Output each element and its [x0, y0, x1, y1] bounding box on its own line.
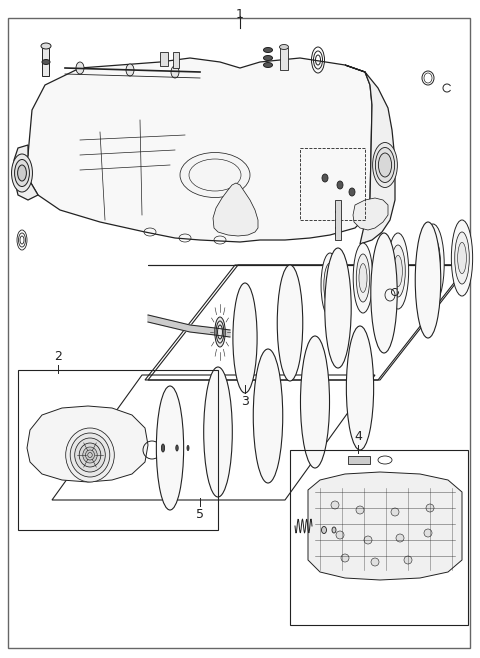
Ellipse shape [180, 153, 250, 197]
Ellipse shape [347, 326, 373, 450]
Polygon shape [308, 472, 462, 580]
Circle shape [341, 554, 349, 562]
Ellipse shape [253, 349, 283, 483]
Ellipse shape [14, 159, 29, 186]
Ellipse shape [375, 147, 395, 182]
Ellipse shape [324, 263, 336, 307]
Bar [300, 148, 365, 220]
Ellipse shape [88, 453, 92, 457]
Ellipse shape [387, 233, 408, 309]
Ellipse shape [233, 283, 257, 393]
Ellipse shape [161, 444, 165, 452]
Circle shape [356, 506, 364, 514]
Ellipse shape [394, 255, 402, 287]
Polygon shape [27, 406, 148, 482]
Ellipse shape [12, 154, 33, 192]
Ellipse shape [372, 143, 397, 188]
Ellipse shape [425, 237, 441, 291]
Text: 2: 2 [54, 350, 62, 363]
Ellipse shape [391, 245, 405, 297]
Ellipse shape [126, 64, 134, 76]
Ellipse shape [264, 47, 273, 53]
Bar [280, 48, 288, 70]
Ellipse shape [41, 43, 51, 49]
Ellipse shape [326, 272, 334, 298]
Ellipse shape [336, 218, 340, 222]
Text: 1: 1 [236, 8, 244, 21]
Ellipse shape [337, 181, 343, 189]
Ellipse shape [70, 433, 110, 477]
Ellipse shape [378, 153, 392, 177]
Ellipse shape [349, 188, 355, 196]
Ellipse shape [371, 233, 397, 353]
Ellipse shape [85, 450, 95, 460]
Circle shape [404, 556, 412, 564]
Ellipse shape [429, 248, 438, 280]
Ellipse shape [277, 265, 303, 381]
Ellipse shape [215, 317, 225, 347]
Ellipse shape [336, 226, 340, 230]
Ellipse shape [356, 254, 370, 302]
Text: 4: 4 [354, 430, 362, 443]
Ellipse shape [300, 336, 329, 468]
Ellipse shape [156, 386, 184, 510]
Circle shape [424, 529, 432, 537]
Ellipse shape [457, 242, 467, 274]
Ellipse shape [415, 222, 441, 338]
Circle shape [371, 558, 379, 566]
Ellipse shape [455, 232, 469, 284]
Ellipse shape [75, 438, 105, 472]
Ellipse shape [187, 445, 189, 451]
Ellipse shape [42, 59, 50, 64]
Polygon shape [148, 315, 230, 337]
Ellipse shape [18, 165, 26, 181]
Ellipse shape [359, 264, 367, 292]
Ellipse shape [451, 220, 473, 296]
Text: 3: 3 [241, 395, 249, 408]
Bar [290, 450, 468, 625]
Circle shape [364, 536, 372, 544]
Ellipse shape [176, 445, 178, 451]
Ellipse shape [76, 62, 84, 74]
Ellipse shape [279, 45, 288, 49]
Polygon shape [353, 198, 388, 230]
Ellipse shape [321, 253, 339, 317]
Bar [160, 52, 168, 66]
Ellipse shape [79, 443, 101, 467]
Ellipse shape [422, 224, 444, 304]
Polygon shape [213, 183, 258, 236]
Bar [42, 48, 49, 76]
Bar [335, 200, 341, 240]
Text: 5: 5 [196, 508, 204, 521]
Circle shape [336, 531, 344, 539]
Ellipse shape [264, 63, 273, 68]
Ellipse shape [325, 248, 351, 368]
Polygon shape [345, 65, 395, 244]
Bar [173, 52, 179, 68]
Circle shape [391, 508, 399, 516]
Ellipse shape [336, 234, 340, 236]
Polygon shape [14, 145, 38, 200]
Ellipse shape [264, 55, 273, 61]
Ellipse shape [204, 367, 232, 497]
Ellipse shape [336, 211, 340, 213]
Ellipse shape [322, 174, 328, 182]
Ellipse shape [353, 243, 373, 313]
Circle shape [331, 501, 339, 509]
Bar [348, 456, 370, 464]
Ellipse shape [332, 527, 336, 533]
Ellipse shape [322, 526, 326, 534]
Polygon shape [26, 58, 372, 242]
Ellipse shape [171, 66, 179, 78]
Circle shape [426, 504, 434, 512]
Circle shape [396, 534, 404, 542]
Ellipse shape [83, 447, 97, 463]
Ellipse shape [66, 428, 114, 482]
Bar [18, 370, 218, 530]
